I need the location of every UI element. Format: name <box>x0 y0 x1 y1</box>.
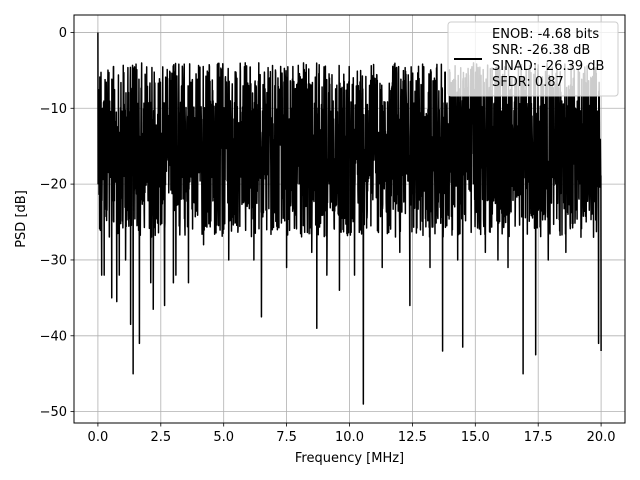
y-tick-label: −10 <box>40 102 67 117</box>
legend-box <box>447 21 619 97</box>
legend-entry-line: SFDR: 0.87 <box>492 75 564 90</box>
x-tick-label: 10.0 <box>335 430 364 445</box>
legend-entry-line: ENOB: -4.68 bits <box>492 27 599 42</box>
y-tick-label: −40 <box>40 329 67 344</box>
x-tick-label: 17.5 <box>524 430 553 445</box>
y-axis: 0 −10 −20 −30 −40 −50 <box>40 26 74 420</box>
y-axis-label: PSD [dB] <box>14 190 29 248</box>
y-tick-label: −50 <box>40 405 67 420</box>
x-tick-label: 12.5 <box>398 430 427 445</box>
x-axis-label: Frequency [MHz] <box>295 451 404 466</box>
psd-series-line <box>97 32 602 405</box>
x-tick-label: 5.0 <box>213 430 234 445</box>
x-tick-label: 7.5 <box>276 430 297 445</box>
series-group <box>97 32 602 405</box>
x-axis: 0.0 2.5 5.0 7.5 10.0 12.5 15.0 17.5 20.0 <box>88 423 616 445</box>
legend-entry-line: SNR: -26.38 dB <box>492 43 590 58</box>
legend-entry-line: SINAD: -26.39 dB <box>492 59 604 74</box>
x-tick-label: 0.0 <box>88 430 109 445</box>
x-tick-label: 2.5 <box>150 430 171 445</box>
x-tick-label: 20.0 <box>587 430 616 445</box>
y-tick-label: −30 <box>40 253 67 268</box>
y-tick-label: −20 <box>40 178 67 193</box>
y-tick-label: 0 <box>59 26 67 41</box>
x-tick-label: 15.0 <box>461 430 490 445</box>
